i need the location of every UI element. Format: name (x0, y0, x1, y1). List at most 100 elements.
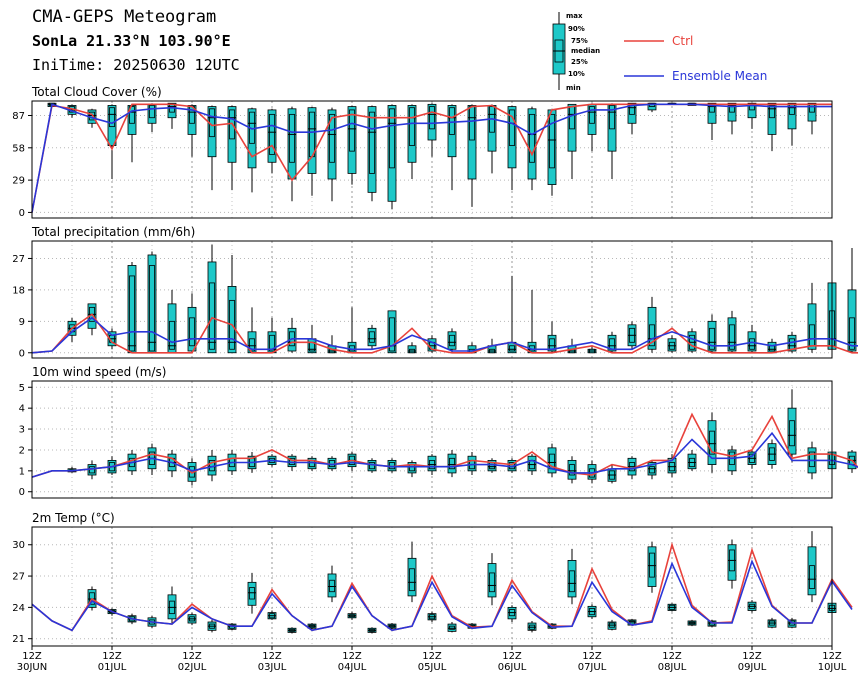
box-inner (789, 420, 795, 447)
x-tick-label-hour: 12Z (102, 651, 122, 662)
panel-2: 10m wind speed (m/s) 0 1 2 3 4 5 (19, 365, 858, 499)
box-inner (429, 106, 435, 130)
box-inner (409, 568, 415, 592)
x-tick-label-hour: 12Z (342, 651, 362, 662)
box-inner (649, 324, 655, 347)
box-inner (709, 430, 715, 455)
box-inner (129, 275, 135, 352)
y-tick-label: 87 (12, 111, 25, 122)
box-inner (249, 587, 255, 600)
x-tick-label-hour: 12Z (422, 651, 442, 662)
panel-title: 2m Temp (°C) (32, 511, 115, 525)
box-inner (169, 320, 175, 350)
ensemble-mean-series-line (31, 316, 858, 354)
box-inner (569, 106, 575, 130)
x-tick-label-date: 04JUL (338, 662, 367, 673)
x-axis: 12Z30JUN12Z01JUL12Z02JUL12Z03JUL12Z04JUL… (17, 646, 847, 673)
x-tick-label-date: 09JUL (738, 662, 767, 673)
init-time-label: IniTime: 20250630 12UTC (32, 56, 240, 74)
panel-1: Total precipitation (mm/6h) 0 9 18 27 (12, 225, 858, 359)
box-inner (569, 570, 575, 593)
box-inner (209, 108, 215, 138)
legend-box-label: min (566, 84, 581, 92)
box-inner (649, 466, 655, 474)
box-inner (189, 317, 195, 347)
x-tick-label-hour: 12Z (262, 651, 282, 662)
box-inner (509, 109, 515, 146)
legend-box-label: 10% (568, 70, 585, 78)
box-inner (389, 462, 395, 470)
panel-0: Total Cloud Cover (%) 0 29 58 87 (12, 85, 833, 219)
box-inner (129, 106, 135, 124)
box-outer (747, 102, 757, 119)
box-inner (329, 113, 335, 163)
box-inner (729, 324, 735, 350)
box-inner (369, 331, 375, 343)
x-tick-label-date: 08JUL (658, 662, 687, 673)
location-label: SonLa 21.33°N 103.90°E (32, 32, 231, 50)
x-tick-label-date: 30JUN (17, 662, 47, 673)
box-inner (809, 451, 815, 468)
box-inner (809, 565, 815, 589)
y-tick-label: 58 (12, 143, 25, 154)
panel-title: Total precipitation (mm/6h) (31, 225, 195, 239)
box-inner (329, 579, 335, 593)
y-tick-label: 1 (19, 466, 25, 477)
legend-box-label: median (571, 47, 600, 55)
x-tick-label-hour: 12Z (822, 651, 842, 662)
box-inner (609, 338, 615, 350)
legend-box-label: 90% (568, 25, 585, 33)
y-tick-label: 5 (19, 383, 25, 394)
box-inner (389, 317, 395, 352)
box-inner (149, 105, 155, 119)
y-tick-label: 0 (19, 348, 25, 359)
box-inner (269, 113, 275, 155)
x-tick-label-hour: 12Z (662, 651, 682, 662)
box-inner (369, 111, 375, 174)
box-inner (289, 113, 295, 163)
legend: max 90% 75% median 25% 10% min Ctrl Ensemble Mea… (552, 12, 767, 92)
x-tick-label-date: 07JUL (578, 662, 607, 673)
box-inner (309, 111, 315, 158)
box-inner (489, 572, 495, 593)
box-inner (89, 466, 95, 474)
x-tick-label-date: 05JUL (418, 662, 447, 673)
y-tick-label: 27 (12, 254, 25, 265)
box-inner (649, 552, 655, 578)
ensemble-mean-series-line (31, 431, 858, 478)
ctrl-series-line (31, 313, 858, 354)
box-inner (809, 324, 815, 347)
y-tick-label: 29 (12, 176, 25, 187)
x-tick-label-hour: 12Z (22, 651, 42, 662)
box-inner (449, 107, 455, 135)
box-inner (549, 113, 555, 169)
box-inner (469, 106, 475, 141)
box-inner (209, 282, 215, 350)
box-inner (549, 338, 555, 350)
legend-box-label: 75% (571, 37, 588, 45)
box-inner (589, 106, 595, 124)
box-inner (449, 334, 455, 347)
box-inner (509, 345, 515, 352)
box-inner (449, 625, 455, 630)
box-inner (709, 327, 715, 350)
box-inner (149, 265, 155, 352)
box-inner (749, 338, 755, 350)
y-tick-label: 30 (12, 540, 25, 551)
box-inner (409, 107, 415, 146)
ensemble-mean-series-line (31, 559, 853, 632)
box-inner (809, 103, 815, 113)
box-inner (269, 334, 275, 352)
box-inner (529, 113, 535, 163)
box-outer (787, 102, 797, 130)
meteogram-title: CMA-GEPS Meteogram (32, 7, 217, 27)
x-tick-label-hour: 12Z (502, 651, 522, 662)
box-inner (789, 338, 795, 350)
y-tick-label: 9 (19, 317, 25, 328)
box-inner (449, 457, 455, 470)
x-tick-label-date: 06JUL (498, 662, 527, 673)
x-tick-label-date: 10JUL (818, 662, 847, 673)
box-outer (767, 102, 777, 135)
panel-frame (31, 240, 833, 359)
legend-ctrl-label: Ctrl (672, 34, 693, 48)
